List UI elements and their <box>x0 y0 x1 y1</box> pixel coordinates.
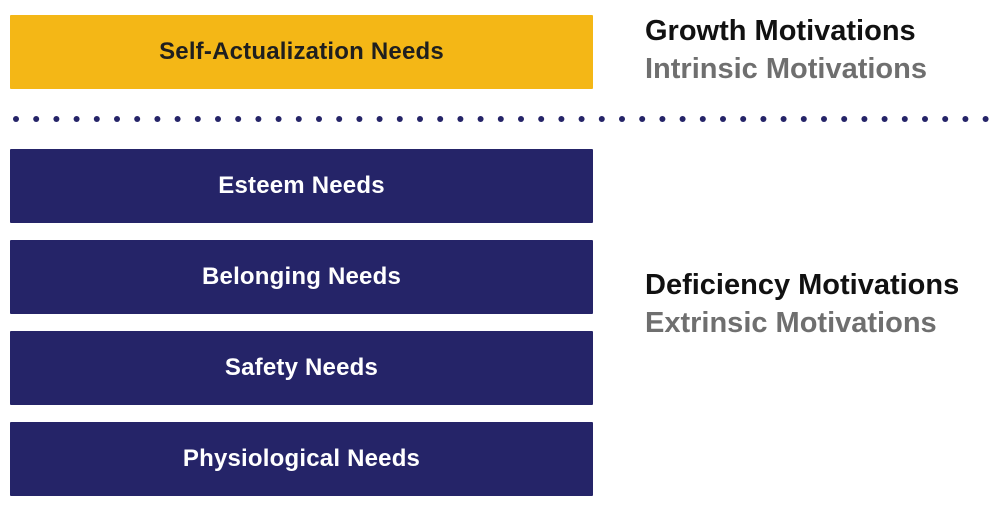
divider-dot <box>53 116 60 122</box>
divider-dot <box>699 116 706 122</box>
divider-dot <box>295 116 302 122</box>
divider-dot <box>73 116 80 122</box>
divider-dot <box>598 116 605 122</box>
divider-dot <box>114 116 120 122</box>
divider-dot <box>134 116 141 122</box>
divider-dot <box>922 116 928 122</box>
divider-dot <box>962 116 969 122</box>
deficiency-motivations-group: Deficiency Motivations Extrinsic Motivat… <box>645 266 959 342</box>
divider-dot <box>316 116 322 122</box>
divider-dot <box>174 116 181 122</box>
intrinsic-motivations-label: Intrinsic Motivations <box>645 53 927 85</box>
belonging-needs-label: Belonging Needs <box>201 263 402 290</box>
divider-dot <box>720 116 726 122</box>
divider-dot <box>518 116 524 122</box>
divider-dot <box>578 116 585 122</box>
divider-dot <box>275 116 282 122</box>
divider-dot <box>33 116 40 122</box>
divider-dot <box>659 116 666 122</box>
divider-dot <box>477 116 484 122</box>
divider-dot <box>881 116 888 122</box>
divider-dot <box>982 116 989 122</box>
safety-needs-label: Safety Needs <box>224 354 379 381</box>
divider-dot <box>780 116 787 122</box>
esteem-needs-box: Esteem Needs <box>10 149 593 223</box>
divider-dot <box>215 116 221 122</box>
divider-dot <box>901 116 908 122</box>
divider-dot <box>639 116 646 122</box>
esteem-needs-label: Esteem Needs <box>218 172 385 199</box>
divider-dot <box>437 116 444 122</box>
physiological-needs-box: Physiological Needs <box>10 422 593 496</box>
safety-needs-box: Safety Needs <box>10 331 593 405</box>
divider-dot <box>800 116 807 122</box>
extrinsic-motivations-label: Extrinsic Motivations <box>645 307 937 339</box>
divider-dot <box>861 116 868 122</box>
deficiency-motivations-label: Deficiency Motivations <box>645 269 960 301</box>
divider-dot <box>396 116 403 122</box>
divider-dot <box>356 116 363 122</box>
divider-dot <box>255 116 262 122</box>
divider-dot <box>538 116 545 122</box>
divider-dots <box>13 116 989 122</box>
divider-dot <box>457 116 464 122</box>
divider-dot <box>558 116 565 122</box>
divider-dot <box>336 116 343 122</box>
growth-motivations-group: Growth Motivations Intrinsic Motivations <box>645 12 927 88</box>
dotted-divider <box>13 116 989 122</box>
divider-dot <box>417 116 423 122</box>
self-actualization-needs-label: Self-Actualization Needs <box>159 38 444 65</box>
divider-dot <box>679 116 686 122</box>
divider-dot <box>619 116 625 122</box>
divider-dot <box>13 116 19 122</box>
divider-dot <box>194 116 201 122</box>
divider-dot <box>821 116 827 122</box>
divider-dot <box>376 116 383 122</box>
physiological-needs-label: Physiological Needs <box>182 445 421 472</box>
belonging-needs-box: Belonging Needs <box>10 240 593 314</box>
divider-dot <box>740 116 747 122</box>
divider-dot <box>760 116 767 122</box>
growth-motivations-label: Growth Motivations <box>645 15 916 47</box>
self-actualization-needs-box: Self-Actualization Needs <box>10 15 593 89</box>
divider-dot <box>497 116 504 122</box>
divider-dot <box>235 116 242 122</box>
divider-dot <box>942 116 949 122</box>
divider-dot <box>841 116 848 122</box>
divider-dot <box>154 116 161 122</box>
divider-dot <box>93 116 100 122</box>
